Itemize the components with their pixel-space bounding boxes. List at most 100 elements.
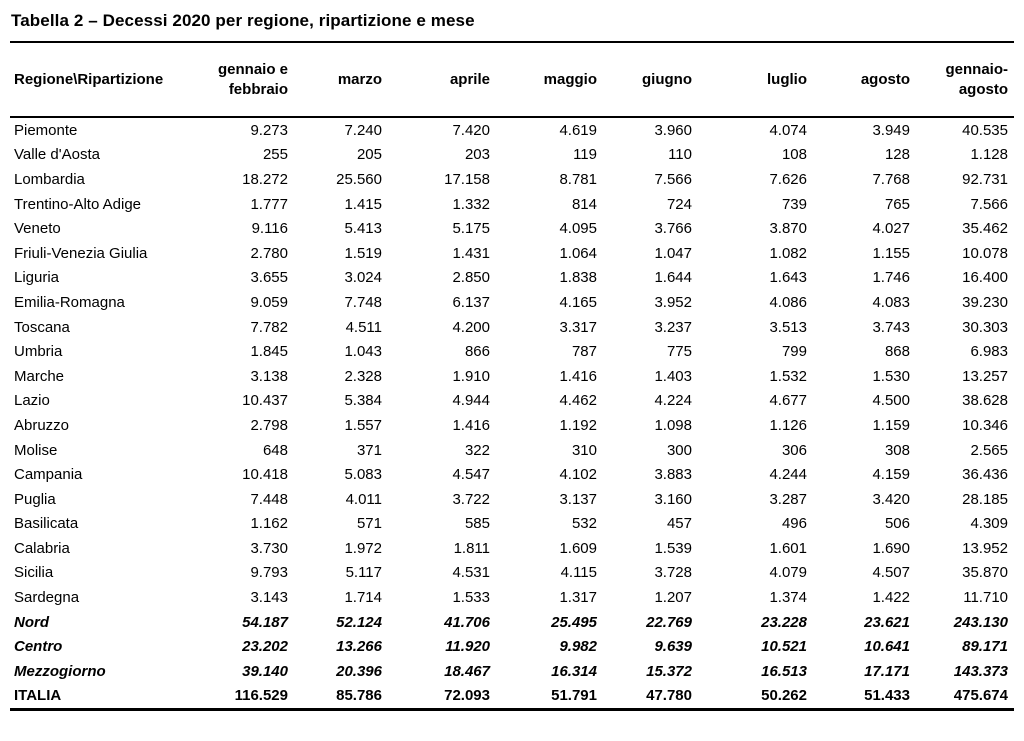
value-cell: 457 <box>666 515 692 533</box>
value-cell: 310 <box>571 441 597 459</box>
value-cell: 1.777 <box>250 195 288 213</box>
region-name-cell: Lombardia <box>14 170 85 188</box>
value-cell: 128 <box>884 146 910 164</box>
value-cell: 23.202 <box>242 638 288 656</box>
value-cell: 3.137 <box>559 490 597 508</box>
value-cell: 1.972 <box>344 539 382 557</box>
value-cell: 108 <box>781 146 807 164</box>
region-name-cell: Mezzogiorno <box>14 662 106 680</box>
region-name-cell: Emilia-Romagna <box>14 293 125 311</box>
value-cell: 9.273 <box>250 121 288 139</box>
table-row: Friuli-Venezia Giulia 2.780 1.519 1.431 1.06… <box>10 241 1014 266</box>
value-cell: 10.346 <box>962 416 1008 434</box>
value-cell: 300 <box>666 441 692 459</box>
region-name-cell: Centro <box>14 638 63 656</box>
value-cell: 4.159 <box>872 466 910 484</box>
table-row: Valle d'Aosta 255 205 203 119 110 108 128 1.128 <box>10 143 1014 168</box>
region-name-cell: Piemonte <box>14 121 78 139</box>
value-cell: 1.811 <box>453 539 490 557</box>
value-cell: 10.437 <box>242 392 288 410</box>
value-cell: 7.566 <box>654 170 692 188</box>
value-cell: 866 <box>464 343 490 361</box>
value-cell: 1.162 <box>250 515 288 533</box>
value-cell: 1.043 <box>344 343 382 361</box>
column-header: gennaio-agosto <box>916 42 1014 118</box>
value-cell: 16.400 <box>962 269 1008 287</box>
table-row: Basilicata 1.162 571 585 532 457 496 506 4.309 <box>10 512 1014 537</box>
value-cell: 18.467 <box>444 662 490 680</box>
value-cell: 4.074 <box>769 121 807 139</box>
value-cell: 51.791 <box>551 687 597 705</box>
value-cell: 4.507 <box>872 564 910 582</box>
value-cell: 4.200 <box>452 318 490 336</box>
value-cell: 4.079 <box>769 564 807 582</box>
table-row: Umbria 1.845 1.043 866 787 775 799 868 6.983 <box>10 339 1014 364</box>
value-cell: 1.207 <box>654 589 692 607</box>
value-cell: 18.272 <box>242 170 288 188</box>
value-cell: 787 <box>571 343 597 361</box>
value-cell: 2.798 <box>250 416 288 434</box>
value-cell: 2.850 <box>452 269 490 287</box>
value-cell: 739 <box>781 195 807 213</box>
value-cell: 38.628 <box>962 392 1008 410</box>
table-body: Piemonte 9.273 7.240 7.420 4.619 3.960 4.074 3.… <box>10 117 1014 710</box>
value-cell: 648 <box>262 441 288 459</box>
value-cell: 308 <box>884 441 910 459</box>
value-cell: 110 <box>668 146 692 164</box>
region-name-cell: Toscana <box>14 318 70 336</box>
value-cell: 10.078 <box>962 244 1008 262</box>
region-name-cell: Nord <box>14 613 49 631</box>
value-cell: 2.328 <box>344 367 382 385</box>
value-cell: 39.230 <box>962 293 1008 311</box>
value-cell: 1.126 <box>769 416 807 434</box>
value-cell: 3.766 <box>654 220 692 238</box>
value-cell: 1.714 <box>344 589 382 607</box>
value-cell: 2.565 <box>970 441 1008 459</box>
region-name-cell: Calabria <box>14 539 70 557</box>
value-cell: 23.228 <box>761 613 807 631</box>
table-header-row: Regione\Ripartizione gennaio e febbraio ma… <box>10 42 1014 118</box>
table-row: Lombardia 18.272 25.560 17.158 8.781 7.566 7.6… <box>10 167 1014 192</box>
value-cell: 4.531 <box>452 564 490 582</box>
value-cell: 4.511 <box>345 318 382 336</box>
value-cell: 28.185 <box>962 490 1008 508</box>
value-cell: 371 <box>356 441 382 459</box>
value-cell: 8.781 <box>559 170 597 188</box>
value-cell: 85.786 <box>336 687 382 705</box>
value-cell: 868 <box>884 343 910 361</box>
value-cell: 15.372 <box>646 662 692 680</box>
value-cell: 3.870 <box>769 220 807 238</box>
value-cell: 4.547 <box>452 466 490 484</box>
table-row: Lazio 10.437 5.384 4.944 4.462 4.224 4.677 4.50… <box>10 389 1014 414</box>
value-cell: 40.535 <box>962 121 1008 139</box>
value-cell: 1.532 <box>769 367 807 385</box>
value-cell: 1.690 <box>872 539 910 557</box>
column-header: gennaio e febbraio <box>200 42 294 118</box>
region-name-cell: Lazio <box>14 392 50 410</box>
value-cell: 1.192 <box>559 416 597 434</box>
value-cell: 5.083 <box>344 466 382 484</box>
value-cell: 72.093 <box>444 687 490 705</box>
value-cell: 1.374 <box>769 589 807 607</box>
value-cell: 1.601 <box>769 539 807 557</box>
value-cell: 17.158 <box>444 170 490 188</box>
value-cell: 7.768 <box>872 170 910 188</box>
value-cell: 1.332 <box>452 195 490 213</box>
table-row: Campania 10.418 5.083 4.547 4.102 3.883 4.244 4… <box>10 462 1014 487</box>
value-cell: 116.529 <box>234 687 288 705</box>
deaths-table: Regione\Ripartizione gennaio e febbraio ma… <box>10 41 1014 712</box>
table-row: Trentino-Alto Adige 1.777 1.415 1.332 814 724… <box>10 192 1014 217</box>
value-cell: 1.838 <box>559 269 597 287</box>
value-cell: 119 <box>573 146 597 164</box>
value-cell: 3.949 <box>872 121 910 139</box>
value-cell: 10.641 <box>864 638 910 656</box>
value-cell: 4.083 <box>872 293 910 311</box>
value-cell: 4.102 <box>559 466 597 484</box>
value-cell: 724 <box>666 195 692 213</box>
region-name-cell: Basilicata <box>14 515 79 533</box>
value-cell: 4.115 <box>560 564 597 582</box>
region-name-cell: Umbria <box>14 343 63 361</box>
value-cell: 7.626 <box>769 170 807 188</box>
value-cell: 143.373 <box>953 662 1008 680</box>
value-cell: 4.462 <box>559 392 597 410</box>
